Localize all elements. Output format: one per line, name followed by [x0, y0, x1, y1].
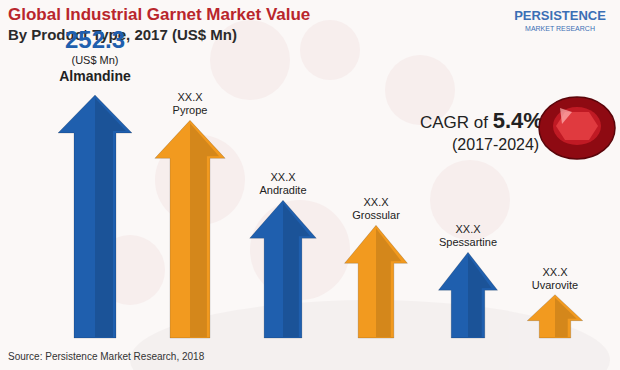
category-label: Andradite: [259, 184, 306, 196]
data-label: 252.3: [65, 26, 125, 53]
data-label: XX.X: [270, 171, 296, 183]
bar-arrow: [155, 120, 225, 338]
title: Global Industrial Garnet Market Value: [8, 5, 310, 24]
decor-circle: [430, 160, 510, 240]
bar-shade: [468, 255, 492, 337]
cagr-period: (2017-2024): [452, 136, 539, 153]
bar-arrow: [250, 200, 317, 338]
bar-shade: [95, 98, 126, 337]
unit-label: (US$ Mn): [71, 54, 118, 66]
bar-shade: [283, 203, 310, 337]
bar-arrow: [438, 252, 497, 338]
gem-icon: [539, 97, 615, 159]
bar-arrow: [345, 225, 408, 338]
cagr-annotation: CAGR of 5.4%: [420, 108, 543, 133]
category-label: Grossular: [352, 209, 400, 221]
category-label: Pyrope: [173, 104, 208, 116]
logo-text: PERSISTENCE: [514, 8, 606, 23]
bar-shade: [376, 228, 401, 337]
bar-arrow: [527, 295, 583, 338]
cagr-text: CAGR of: [420, 113, 493, 132]
data-label: XX.X: [177, 91, 203, 103]
gem-body: [539, 97, 615, 159]
logo-text: MARKET RESEARCH: [525, 25, 595, 32]
chart-root: Global Industrial Garnet Market ValueBy …: [0, 0, 620, 370]
gem-shine: [560, 108, 572, 124]
decor-circle: [300, 20, 360, 80]
gem-table: [553, 107, 601, 145]
data-label: XX.X: [455, 223, 481, 235]
data-label: XX.X: [542, 266, 568, 278]
bar-arrow: [58, 95, 132, 338]
source: Source: Persistence Market Research, 201…: [8, 351, 205, 362]
category-label: Almandine: [59, 68, 131, 84]
background-decor: [95, 20, 610, 370]
gem-outline: [539, 97, 615, 159]
data-label: XX.X: [363, 196, 389, 208]
bar-shade: [555, 298, 577, 337]
labels: 252.3(US$ Mn)AlmandineXX.XPyropeXX.XAndr…: [59, 26, 578, 291]
category-label: Uvarovite: [532, 279, 578, 291]
bar-shade: [190, 123, 219, 337]
cagr-value: 5.4%: [493, 108, 543, 133]
plot-area: [58, 95, 583, 338]
category-label: Spessartine: [439, 236, 497, 248]
